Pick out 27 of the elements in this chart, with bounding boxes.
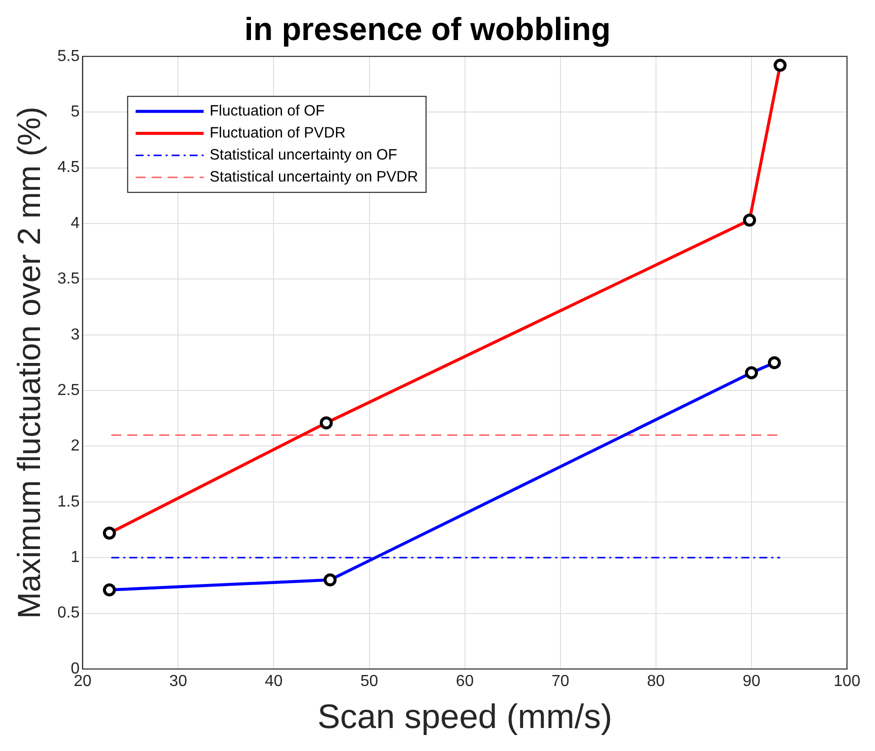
- x-tick-label: 50: [360, 673, 378, 690]
- legend-label: Fluctuation of PVDR: [210, 124, 346, 142]
- y-tick-label: 3: [70, 326, 80, 344]
- legend-label: Statistical uncertainty on PVDR: [210, 168, 418, 186]
- y-tick-label: 1.5: [57, 493, 80, 510]
- x-tick-label: 100: [834, 673, 860, 690]
- y-tick-label: 5: [70, 103, 80, 120]
- y-tick-label: 4.5: [57, 159, 80, 176]
- y-axis-title: Maximum fluctuation over 2 mm (%): [11, 106, 48, 619]
- x-tick-label: 70: [551, 673, 570, 690]
- legend-label: Statistical uncertainty on OF: [210, 146, 398, 164]
- y-tick-label: 2: [70, 438, 80, 455]
- y-tick-label: 0.5: [57, 604, 80, 622]
- x-tick-label: 30: [169, 673, 188, 690]
- legend-label: Fluctuation of OF: [210, 102, 325, 120]
- y-tick-label: 1: [70, 549, 80, 566]
- y-tick-label: 3.5: [57, 270, 80, 288]
- y-tick-label: 5.5: [57, 48, 80, 65]
- x-tick-label: 90: [742, 673, 760, 690]
- x-tick-label: 60: [456, 673, 474, 690]
- x-tick-label: 80: [647, 673, 665, 690]
- x-tick-label: 40: [264, 673, 283, 690]
- x-tick-label: 20: [74, 673, 92, 690]
- y-tick-label: 2.5: [57, 382, 80, 399]
- y-tick-label: 4: [70, 214, 80, 232]
- chart-title: in presence of wobbling: [244, 11, 611, 48]
- x-axis-title: Scan speed (mm/s): [317, 698, 612, 736]
